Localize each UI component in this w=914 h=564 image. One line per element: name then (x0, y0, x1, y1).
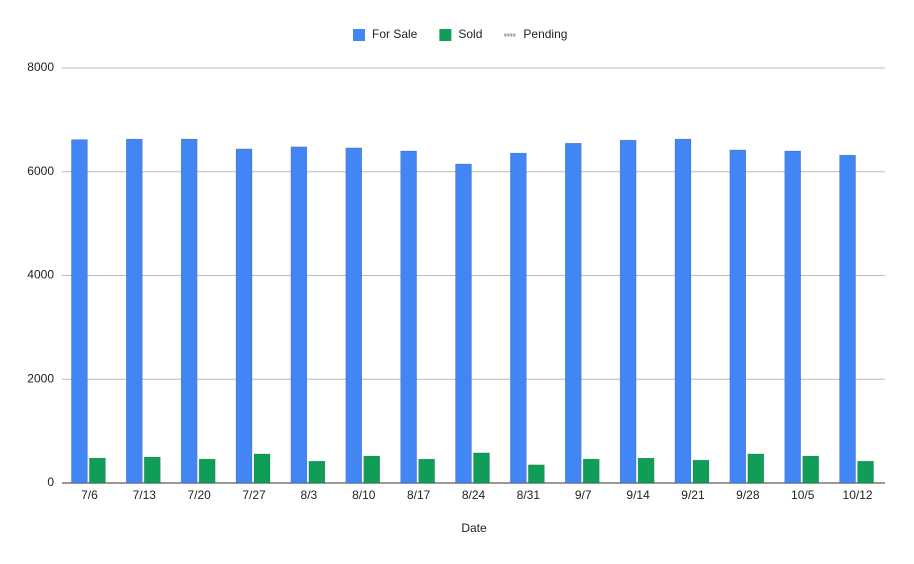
bar (144, 456, 161, 484)
bar (802, 455, 819, 484)
x-tick-label: 8/24 (462, 488, 486, 502)
y-tick-label: 2000 (27, 371, 54, 385)
bar (637, 457, 655, 484)
bar (418, 458, 435, 484)
legend-swatch (353, 29, 365, 41)
x-tick-label: 7/27 (242, 488, 266, 502)
bar (473, 452, 490, 484)
y-tick-label: 4000 (27, 268, 54, 282)
x-axis-label: Date (461, 521, 487, 535)
bar (564, 142, 582, 484)
bar (89, 457, 106, 484)
x-tick-label: 10/5 (791, 488, 815, 502)
bar (400, 150, 417, 484)
bar (455, 163, 472, 484)
bar (784, 150, 801, 484)
x-tick-label: 7/13 (133, 488, 157, 502)
bar (582, 458, 600, 484)
y-tick-label: 0 (47, 475, 54, 489)
bar (71, 139, 88, 484)
x-tick-label: 9/28 (736, 488, 760, 502)
bar (198, 458, 216, 484)
bar (857, 460, 874, 484)
bar (126, 138, 143, 484)
bar (692, 459, 710, 484)
bar (235, 148, 253, 484)
x-tick-label: 10/12 (843, 488, 873, 502)
bar (290, 146, 308, 484)
x-tick-label: 8/10 (352, 488, 376, 502)
bar (674, 138, 692, 484)
bar (253, 453, 271, 484)
x-tick-label: 7/20 (187, 488, 211, 502)
legend-label: For Sale (372, 27, 418, 41)
x-tick-label: 8/3 (301, 488, 318, 502)
bar (510, 152, 527, 484)
bar (619, 139, 637, 484)
x-tick-label: 8/17 (407, 488, 431, 502)
bar (839, 154, 856, 484)
x-tick-label: 9/7 (575, 488, 592, 502)
y-tick-label: 8000 (27, 60, 54, 74)
bar (308, 460, 326, 484)
legend-swatch (439, 29, 452, 41)
bar (180, 138, 198, 484)
y-tick-label: 6000 (27, 164, 54, 178)
x-tick-label: 9/14 (626, 488, 650, 502)
x-tick-label: 9/21 (681, 488, 705, 502)
x-tick-label: 7/6 (81, 488, 98, 502)
legend-label: Sold (458, 27, 482, 41)
bar (345, 147, 363, 484)
legend-label: Pending (523, 27, 567, 41)
x-tick-label: 8/31 (517, 488, 541, 502)
bar (729, 149, 747, 484)
bar (528, 464, 545, 484)
bar (363, 455, 381, 484)
bar (747, 453, 765, 484)
